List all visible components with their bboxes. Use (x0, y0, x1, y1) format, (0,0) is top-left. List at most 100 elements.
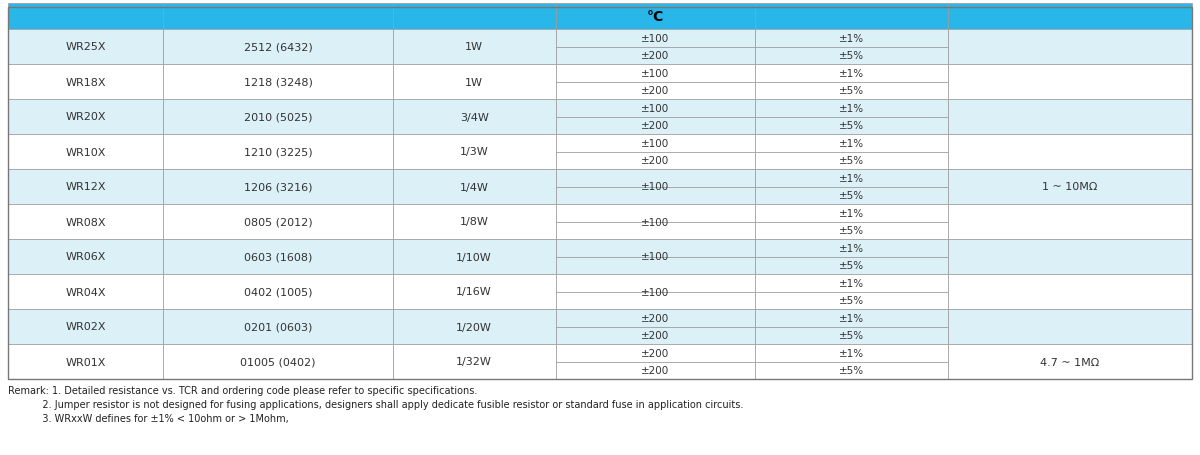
Text: ±100: ±100 (641, 182, 670, 192)
Text: WR25X: WR25X (66, 42, 106, 52)
Bar (756, 30, 948, 47)
Bar (392, 309, 556, 344)
Text: ±200: ±200 (641, 313, 670, 323)
Bar (556, 117, 756, 135)
Text: 1/20W: 1/20W (456, 322, 492, 332)
Bar (8, 274, 163, 309)
Text: ±1%: ±1% (839, 278, 864, 288)
Bar (556, 82, 756, 100)
Text: WR02X: WR02X (66, 322, 106, 332)
Bar (756, 257, 948, 274)
Text: ±200: ±200 (641, 121, 670, 131)
Bar (948, 309, 1192, 344)
Text: ±1%: ±1% (839, 104, 864, 113)
Bar (163, 344, 392, 379)
Bar (756, 117, 948, 135)
Bar (556, 30, 756, 47)
Text: ±1%: ±1% (839, 243, 864, 253)
Bar (948, 4, 1192, 30)
Bar (556, 152, 756, 170)
Bar (948, 239, 1192, 274)
Text: 3. WRxxW defines for ±1% < 10ohm or > 1Mohm,: 3. WRxxW defines for ±1% < 10ohm or > 1M… (8, 413, 289, 423)
Text: ±5%: ±5% (839, 365, 864, 375)
Text: ±1%: ±1% (839, 173, 864, 183)
Bar (392, 65, 556, 100)
Text: ±100: ±100 (641, 287, 670, 297)
Bar (556, 205, 756, 222)
Text: ±5%: ±5% (839, 121, 864, 131)
Bar (556, 344, 756, 362)
Bar (556, 4, 756, 30)
Text: ±100: ±100 (641, 252, 670, 262)
Bar (948, 344, 1192, 379)
Text: WR10X: WR10X (66, 147, 106, 157)
Bar (756, 4, 948, 30)
Bar (756, 222, 948, 239)
Text: Remark: 1. Detailed resistance vs. TCR and ordering code please refer to specifi: Remark: 1. Detailed resistance vs. TCR a… (8, 385, 478, 395)
Bar (8, 8, 1192, 379)
Bar (8, 4, 163, 30)
Text: 4.7 ~ 1MΩ: 4.7 ~ 1MΩ (1040, 357, 1099, 367)
Bar (948, 274, 1192, 309)
Text: ±5%: ±5% (839, 226, 864, 236)
Bar (392, 170, 556, 205)
Text: 1/16W: 1/16W (456, 287, 492, 297)
Text: 1/32W: 1/32W (456, 357, 492, 367)
Text: ±200: ±200 (641, 86, 670, 96)
Bar (556, 100, 756, 117)
Text: 1 ~ 10MΩ: 1 ~ 10MΩ (1043, 182, 1098, 192)
Text: 0201 (0603): 0201 (0603) (244, 322, 312, 332)
Text: 1/4W: 1/4W (460, 182, 488, 192)
Bar (556, 239, 756, 257)
Text: 0402 (1005): 0402 (1005) (244, 287, 312, 297)
Bar (756, 274, 948, 292)
Bar (392, 30, 556, 65)
Bar (756, 135, 948, 152)
Text: WR18X: WR18X (66, 77, 106, 87)
Bar (556, 65, 756, 82)
Text: ±5%: ±5% (839, 191, 864, 201)
Bar (756, 327, 948, 344)
Bar (556, 257, 756, 274)
Bar (948, 65, 1192, 100)
Text: 3/4W: 3/4W (460, 112, 488, 122)
Bar (756, 344, 948, 362)
Bar (756, 170, 948, 187)
Bar (8, 65, 163, 100)
Text: ±5%: ±5% (839, 296, 864, 306)
Text: WR20X: WR20X (66, 112, 106, 122)
Text: ±200: ±200 (641, 348, 670, 358)
Bar (756, 187, 948, 205)
Bar (392, 135, 556, 170)
Text: 1/10W: 1/10W (456, 252, 492, 262)
Bar (948, 170, 1192, 205)
Text: ±5%: ±5% (839, 330, 864, 340)
Bar (948, 30, 1192, 65)
Bar (556, 292, 756, 309)
Text: 2512 (6432): 2512 (6432) (244, 42, 312, 52)
Bar (163, 135, 392, 170)
Bar (392, 239, 556, 274)
Bar (556, 362, 756, 379)
Bar (756, 65, 948, 82)
Bar (392, 205, 556, 239)
Bar (756, 82, 948, 100)
Bar (163, 309, 392, 344)
Text: WR06X: WR06X (66, 252, 106, 262)
Text: WR01X: WR01X (66, 357, 106, 367)
Bar (163, 239, 392, 274)
Bar (556, 170, 756, 187)
Bar (556, 187, 756, 205)
Bar (556, 222, 756, 239)
Bar (948, 135, 1192, 170)
Bar (556, 309, 756, 327)
Bar (8, 309, 163, 344)
Text: WR08X: WR08X (66, 217, 106, 227)
Text: WR04X: WR04X (66, 287, 106, 297)
Bar (163, 274, 392, 309)
Text: ±1%: ±1% (839, 34, 864, 44)
Text: 0603 (1608): 0603 (1608) (244, 252, 312, 262)
Text: ±1%: ±1% (839, 208, 864, 218)
Text: ±1%: ±1% (839, 69, 864, 79)
Text: ±5%: ±5% (839, 86, 864, 96)
